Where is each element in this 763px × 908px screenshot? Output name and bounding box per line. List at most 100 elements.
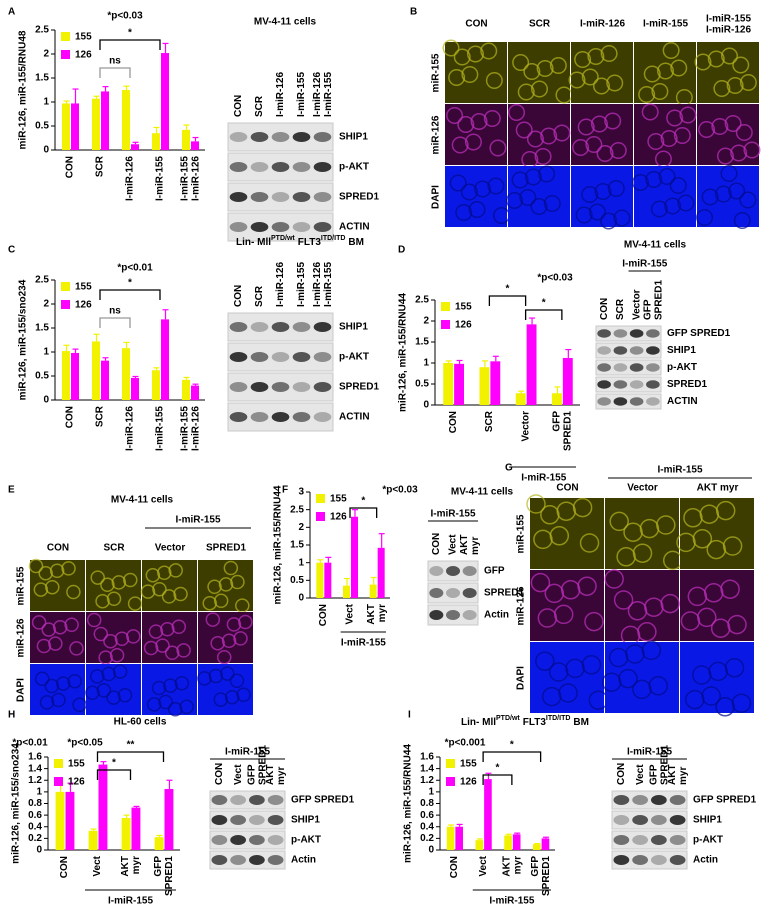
cell [568, 71, 586, 89]
cell [143, 640, 159, 656]
legend-label: 126 [75, 300, 92, 311]
cell [112, 664, 128, 679]
label-line: AKT [459, 534, 470, 555]
cell [542, 686, 562, 707]
y-tick-label: 0.2 [28, 833, 42, 844]
bar [122, 348, 130, 400]
cell [453, 48, 471, 66]
blot-band [292, 132, 311, 142]
bar [479, 367, 490, 405]
blot-band [429, 588, 444, 598]
label-line: GFP [648, 764, 659, 785]
bar [88, 830, 98, 850]
cell [96, 683, 112, 698]
blot-band [229, 132, 248, 142]
x-tick-label: SCR [95, 155, 106, 177]
blot-strip [209, 830, 286, 850]
bar [182, 379, 190, 400]
bar [446, 826, 455, 850]
bar [552, 393, 562, 405]
y-tick-label: 0.6 [28, 810, 42, 821]
lane-label: GFPSPRED1 [642, 280, 664, 320]
row-label: p-AKT [291, 835, 321, 846]
cell [226, 617, 242, 632]
y-tick-label: 0.4 [28, 821, 42, 832]
cell [680, 611, 701, 631]
blot-band [271, 352, 290, 362]
cell [662, 42, 680, 59]
y-tick-label: 2.5 [35, 275, 49, 286]
y-tick-label: 1.4 [28, 763, 42, 774]
cell [579, 533, 600, 553]
lane-label: I-miR-126I-miR-155 [312, 262, 334, 307]
blot-band [313, 222, 332, 232]
cell [697, 607, 717, 628]
blot-band [429, 566, 444, 576]
cell [679, 106, 697, 124]
y-axis-label: miR-126, miR-155/RNU44 [403, 744, 414, 863]
blot-band [646, 363, 660, 372]
cell [145, 567, 161, 583]
legend-label: 126 [68, 777, 85, 788]
cell [127, 596, 143, 611]
lane-label: Vect [448, 534, 459, 555]
blot-band [229, 322, 248, 332]
blot-band [462, 566, 477, 576]
significance-bracket [482, 751, 542, 762]
y-tick-label: 2 [423, 316, 429, 327]
row-label: GFP SPRED1 [693, 795, 757, 806]
y-tick-label: 0 [423, 400, 429, 411]
label-line: SPRED1 [653, 280, 664, 320]
cell [86, 612, 102, 628]
y-tick-label: 0 [298, 593, 304, 604]
bar [101, 91, 109, 150]
cell [657, 62, 674, 80]
bar [533, 844, 541, 850]
cell [724, 115, 742, 132]
blot-band [597, 346, 611, 355]
blot-band [229, 352, 248, 362]
label-line: myr [377, 604, 388, 622]
micrograph [198, 612, 253, 663]
panel-letter: G [505, 463, 513, 474]
cell [109, 647, 125, 663]
cell [572, 139, 590, 156]
cell [553, 124, 571, 142]
blot-band [313, 162, 332, 172]
blot-band [250, 162, 269, 172]
cell [508, 104, 526, 121]
cell [530, 572, 551, 593]
cell [483, 110, 501, 127]
cell [230, 574, 245, 590]
cell [530, 198, 548, 215]
annotation: *p<0.03 [537, 273, 573, 284]
lane-label: CON [616, 763, 627, 785]
blot-strip [595, 359, 662, 376]
label-line: I-miR-126 [190, 406, 201, 451]
label-line: I-miR-126 [190, 156, 201, 201]
cell [90, 669, 105, 684]
cell [176, 643, 191, 658]
cell [207, 579, 222, 595]
legend-swatch [61, 300, 70, 309]
bar [101, 360, 109, 400]
blot-band [669, 815, 686, 825]
cell [103, 633, 118, 649]
lane-label: I-miR-155 [296, 262, 307, 307]
legend-label: 155 [75, 282, 92, 293]
group-label: I-miR-155 [108, 896, 153, 907]
column-label: SCR [529, 19, 551, 30]
blot-band [230, 795, 246, 805]
cell [721, 47, 739, 65]
x-tick-label: CON [449, 856, 460, 878]
cell [673, 127, 691, 144]
lane-label: Vector [631, 289, 642, 320]
blot-strip [227, 342, 334, 372]
blot-band [211, 795, 228, 805]
cell [647, 133, 665, 150]
label-line: GFP [153, 856, 164, 877]
x-tick-label: GFPSPRED1 [153, 856, 175, 896]
title-part: FLT3 [298, 237, 322, 248]
cell [543, 195, 561, 212]
blot-band [632, 815, 648, 825]
